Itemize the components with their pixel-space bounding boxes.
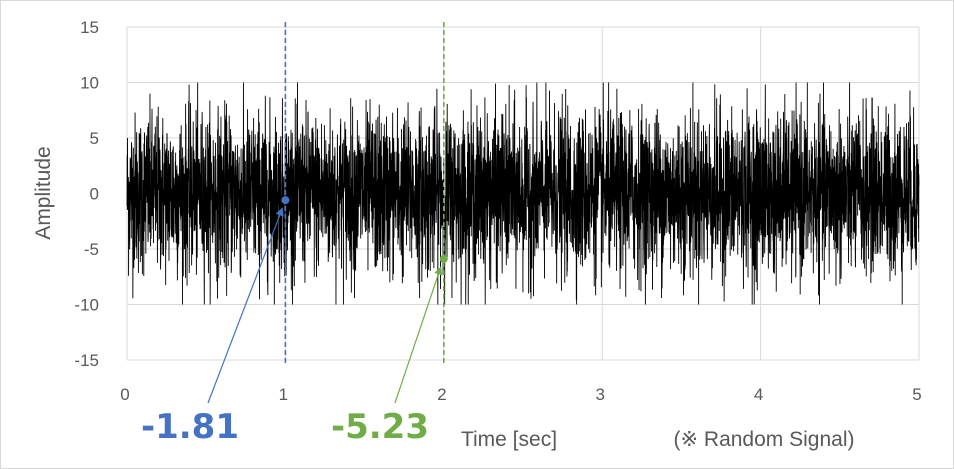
y-tick-label: 10 — [80, 74, 99, 93]
marker-group: -1.81 -5.23 — [141, 22, 448, 447]
x-axis-label: Time [sec] — [461, 428, 557, 451]
signal-line — [126, 82, 920, 305]
x-tick-label: 3 — [595, 385, 604, 404]
x-tick-label: 2 — [437, 385, 446, 404]
x-tick-label: 0 — [120, 385, 129, 404]
y-tick-label: -10 — [74, 296, 99, 315]
y-tick-label: 0 — [90, 185, 99, 204]
x-tick-label: 4 — [754, 385, 763, 404]
marker-arrow — [394, 266, 443, 404]
signal-series — [126, 82, 920, 305]
marker-point — [439, 254, 448, 263]
marker-value-label: -5.23 — [331, 407, 429, 447]
x-tick-label: 5 — [912, 385, 921, 404]
y-tick-label: 5 — [90, 129, 99, 148]
y-tick-label: 15 — [80, 18, 99, 37]
tick-labels: 15 10 5 0 -5 -10 -15 0 1 2 3 4 5 — [74, 18, 921, 404]
y-tick-label: -15 — [74, 351, 99, 370]
marker-arrow — [207, 207, 284, 404]
random-signal-note: (※ Random Signal) — [673, 428, 854, 451]
y-tick-label: -5 — [84, 240, 99, 259]
marker-point — [281, 196, 290, 205]
y-axis-label: Amplitude — [32, 146, 55, 239]
x-tick-label: 1 — [279, 385, 288, 404]
marker-value-label: -1.81 — [141, 407, 239, 447]
